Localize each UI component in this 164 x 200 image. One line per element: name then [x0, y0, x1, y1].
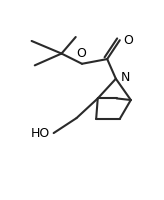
Text: O: O [124, 34, 134, 47]
Text: O: O [76, 47, 86, 60]
Text: N: N [121, 71, 130, 84]
Text: HO: HO [31, 127, 50, 140]
